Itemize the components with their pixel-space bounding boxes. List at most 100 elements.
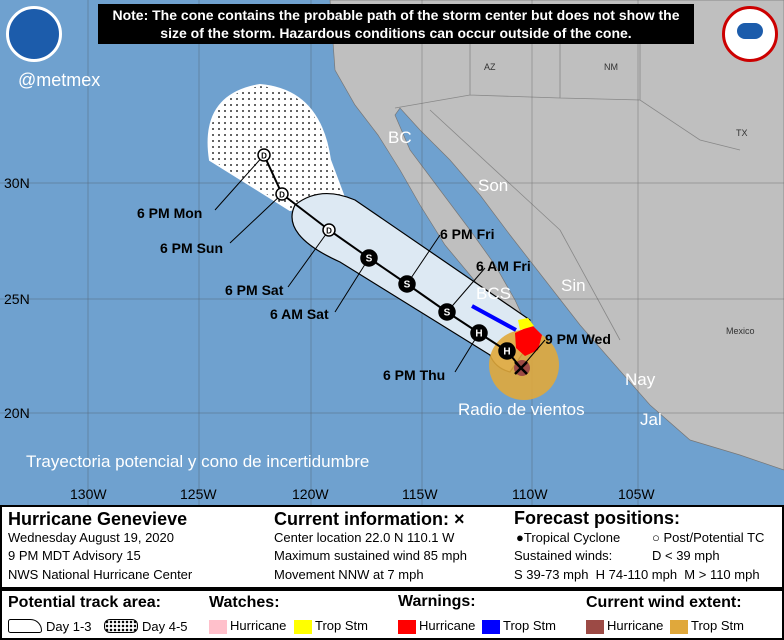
storm-name: Hurricane Genevieve [8,509,188,529]
warnings-title: Warnings: [398,593,476,610]
country-mexico: Mexico [726,326,755,336]
ts-warning-label: Trop Stm [503,618,556,633]
hurricane-watch-swatch [209,619,227,634]
forecast-point-type: S [444,308,451,319]
forecast-map: H H S S S D D D Note: The cone contains the pro… [0,0,784,505]
watermark: @metmex [18,70,101,90]
forecast-point-h: H [470,324,488,342]
region-sin: Sin [561,276,586,295]
forecast-point-type: D [326,227,332,236]
forecast-point-s: S [398,275,416,293]
sustained-shm: S 39-73 mph H 74-110 mph M > 110 mph [514,567,760,582]
lon-125w: 125W [180,486,217,502]
day-1-3-icon [8,619,42,633]
forecast-point-type: H [475,329,482,340]
hurricane-warning-swatch [398,619,416,634]
hurricane-wind-label: Hurricane [607,618,664,633]
region-bcs: BCS [476,284,511,303]
lat-25n: 25N [4,291,30,307]
hurricane-watch-item: Hurricane [209,618,286,634]
region-nay: Nay [625,370,656,389]
forecast-point-circle [398,275,416,293]
ts-wind-item: Trop Stm [670,618,744,634]
hurricane-wind-swatch [586,619,604,634]
time-6pm-sat: 6 PM Sat [225,282,284,298]
forecast-point-d: D [322,223,336,237]
forecast-point-h: H [498,342,516,360]
current-position-x-icon [514,361,528,375]
ts-wind-swatch [670,619,688,634]
time-6pm-mon: 6 PM Mon [137,205,203,221]
current-movement: Movement NNW at 7 mph [274,567,424,582]
time-6pm-fri: 6 PM Fri [440,226,495,242]
storm-date: Wednesday August 19, 2020 [8,530,174,545]
time-6pm-sun: 6 PM Sun [160,240,224,256]
forecast-points: H H S S S D D D [257,148,516,360]
lon-120w: 120W [292,486,329,502]
wind-extent-title: Current wind extent: [586,594,742,611]
land-north-america [329,0,784,471]
current-info-title: Current information: × [274,509,465,529]
forecast-point-type: H [503,347,510,358]
forecast-point-circle [438,303,456,321]
current-center: Center location 22.0 N 110.1 W [274,530,455,545]
region-son: Son [478,176,509,195]
hurricane-warning-item: Hurricane [398,618,475,634]
track-area-title: Potential track area: [8,594,161,611]
state-nm: NM [604,62,618,72]
ts-wind-label: Trop Stm [691,618,744,633]
lon-115w: 115W [402,486,438,502]
lon-110w: 110W [512,486,548,502]
cloud-icon [737,23,763,39]
forecast-point-type: S [366,254,373,265]
state-borders [394,40,741,341]
day-1-3-label: Day 1-3 [46,619,92,634]
nws-logo [722,6,778,62]
forecast-post: ○ Post/Potential TC [652,530,764,546]
region-bc: BC [388,128,412,147]
forecast-point-s: S [438,303,456,321]
hurricane-watch-label: Hurricane [230,618,287,633]
post-label: Post/Potential TC [663,530,765,545]
sustained-d: D < 39 mph [652,548,720,563]
day-4-5-icon [104,619,138,633]
forecast-point-circle [322,223,336,237]
forecast-point-d: D [257,148,271,162]
forecast-point-circle [360,249,378,267]
open-circle-icon: ○ [652,530,660,545]
hurricane-warning [515,325,542,356]
current-wind: Maximum sustained wind 85 mph [274,548,467,563]
filled-circle-icon: ● [516,530,524,545]
tc-label: Tropical Cyclone [523,530,621,545]
forecast-tc: ●Tropical Cyclone [516,530,620,546]
map-caption: Trayectoria potencial y cono de incertid… [26,452,370,471]
ts-watch-item: Trop Stm [294,618,368,634]
watches-title: Watches: [209,594,280,611]
time-6am-sat: 6 AM Sat [270,306,329,322]
forecast-point-circle [498,342,516,360]
forecast-title: Forecast positions: [514,508,681,528]
ts-warning-swatch [482,619,500,634]
map-graphics: H H S S S D D D [0,0,784,505]
state-tx: TX [736,128,748,138]
hurricane-wind-item: Hurricane [586,618,663,634]
forecast-point-circle [275,187,289,201]
forecast-point-type: D [261,152,267,161]
grid [0,0,784,505]
sustained-label: Sustained winds: [514,548,613,563]
ts-watch-label: Trop Stm [315,618,368,633]
lon-130w: 130W [70,486,107,502]
info-panel: Hurricane Genevieve Wednesday August 19,… [0,505,784,589]
forecast-point-s: S [360,249,378,267]
label-leaders [214,154,546,373]
time-9pm-wed: 9 PM Wed [545,331,611,347]
lon-105w: 105W [618,486,655,502]
tropical-storm-warning [471,304,517,332]
storm-source: NWS National Hurricane Center [8,567,193,582]
ts-warning-item: Trop Stm [482,618,556,634]
forecast-point-type: D [279,191,285,200]
forecast-point-type: S [404,280,411,291]
tropical-storm-watch [518,318,534,330]
time-6pm-thu: 6 PM Thu [383,367,446,383]
forecast-point-circle [257,148,271,162]
